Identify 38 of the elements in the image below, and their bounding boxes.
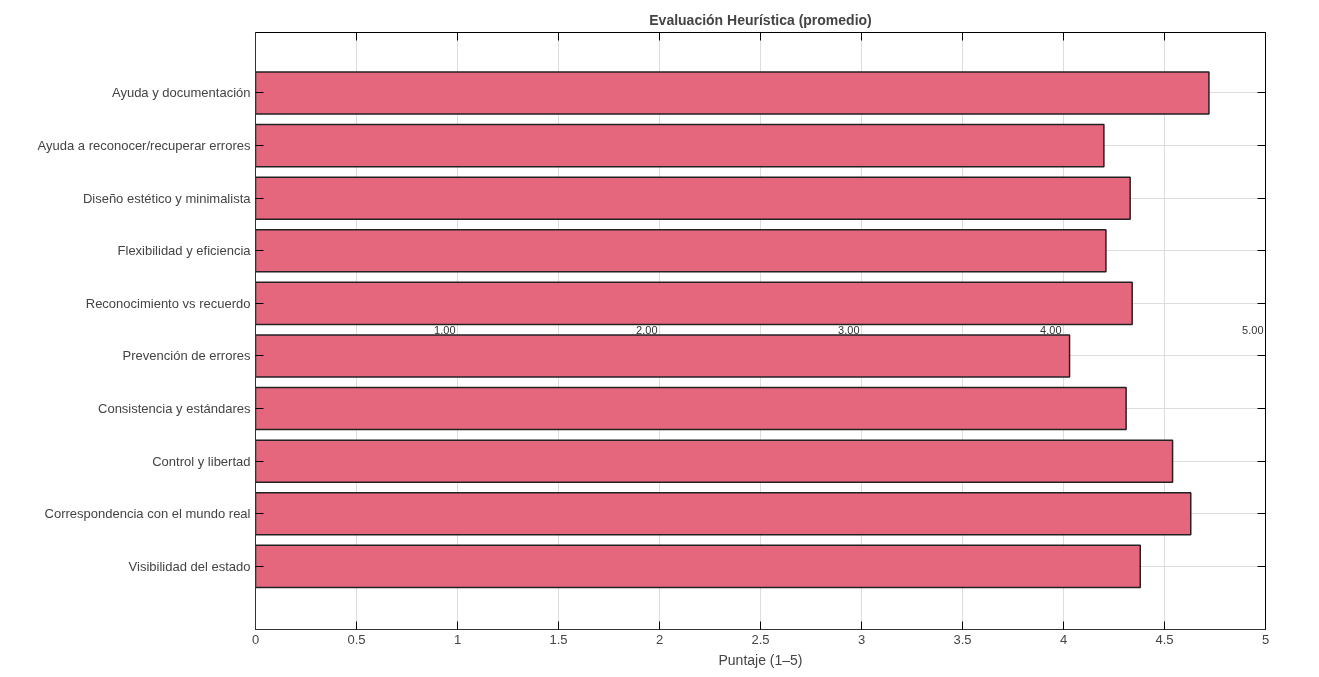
y-tick-label: Reconocimiento vs recuerdo <box>85 295 251 311</box>
x-tick-label: 4.5 <box>1155 631 1174 647</box>
x-tick-label: 0 <box>251 631 260 647</box>
y-tick-label: Control y libertad <box>152 453 251 469</box>
annotation: 5.00 <box>1242 323 1264 336</box>
y-tick-label: Flexibilidad y eficiencia <box>117 243 252 259</box>
bar <box>255 491 1192 536</box>
x-axis-title: Puntaje (1–5) <box>718 651 803 668</box>
bar <box>255 386 1127 431</box>
x-tick-label: 2 <box>655 631 664 647</box>
x-tick-label: 4 <box>1059 631 1068 647</box>
bar <box>255 544 1142 589</box>
annotation: 3.00 <box>838 323 860 336</box>
x-tick-label: 1.5 <box>549 631 568 647</box>
bar <box>255 229 1107 273</box>
y-tick-label: Consistencia y estándares <box>98 401 251 417</box>
x-tick-label: 0.5 <box>347 631 366 647</box>
x-tick-label: 1 <box>453 631 462 647</box>
y-tick-label: Ayuda a reconocer/recuperar errores <box>37 138 251 154</box>
x-tick-label: 3.5 <box>953 631 972 647</box>
annotation: 2.00 <box>636 323 658 336</box>
y-tick-label: Prevención de errores <box>122 348 251 364</box>
bar <box>255 123 1105 168</box>
bar <box>255 71 1210 115</box>
bar <box>255 176 1131 220</box>
x-tick-label: 3 <box>857 631 866 647</box>
annotation: 1.00 <box>434 323 456 336</box>
annotation: 4.00 <box>1040 323 1062 336</box>
y-tick-label: Ayuda y documentación <box>111 85 251 101</box>
bar <box>255 281 1133 326</box>
y-tick-label: Correspondencia con el mundo real <box>44 506 251 522</box>
y-tick-label: Visibilidad del estado <box>128 558 251 574</box>
bar <box>255 334 1071 378</box>
chart-title: Evaluación Heurística (promedio) <box>649 11 872 28</box>
y-tick-label: Diseño estético y minimalista <box>82 190 252 206</box>
bar <box>255 439 1174 483</box>
x-tick-label: 5 <box>1261 631 1270 647</box>
x-tick-label: 2.5 <box>751 631 770 647</box>
